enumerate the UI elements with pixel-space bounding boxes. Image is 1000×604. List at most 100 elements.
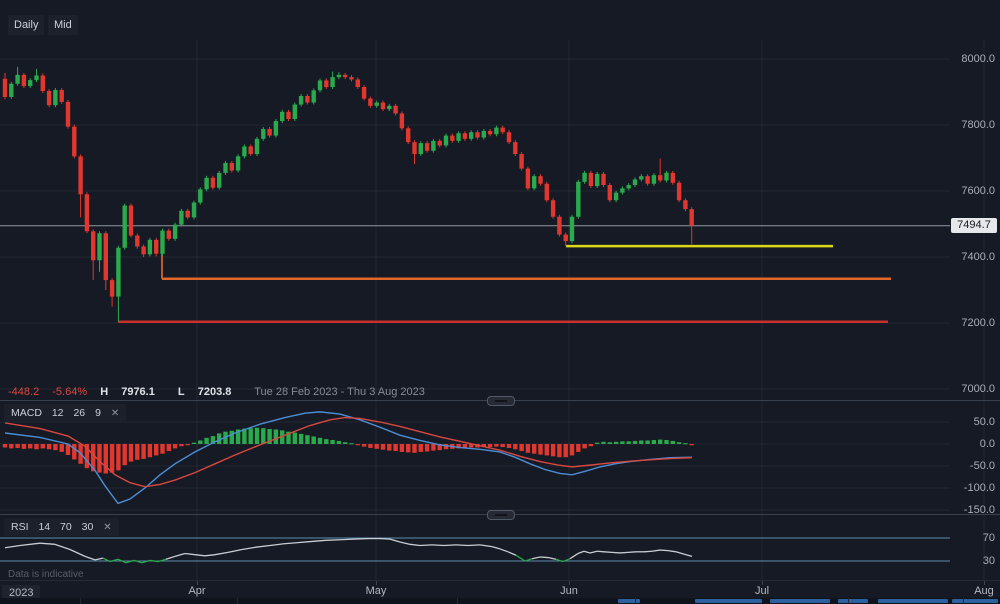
candle-body [664,172,669,181]
rsi-line-segment [84,555,96,561]
minimap-separator [635,598,636,604]
macd-histogram-bar [513,444,518,450]
rsi-legend[interactable]: RSI 14 70 30 ✕ [4,518,119,536]
candle-body [223,162,228,173]
candle-body [28,80,33,87]
macd-histogram-bar [418,444,423,452]
macd-histogram-bar [349,443,354,445]
macd-histogram-bar [380,444,386,450]
macd-histogram-bar [122,444,127,466]
macd-legend[interactable]: MACD 12 26 9 ✕ [4,404,127,422]
rsi-panel-resize-handle[interactable] [487,510,515,520]
candle-body [40,75,45,92]
candle-body [324,80,329,88]
candle-body [147,239,153,255]
candle-body [97,233,102,261]
rsi-line-segment [431,544,445,547]
candle-body [550,200,556,217]
candle-body [217,172,222,188]
rsi-line-segment [4,544,21,549]
candle-body [84,194,90,232]
rsi-line-segment [255,544,271,548]
macd-histogram-bar [166,444,171,452]
rsi-line-segment [455,544,469,547]
macd-histogram-bar [185,444,190,446]
rsi-line-segment [94,557,104,561]
rsi-line-segment [141,559,151,564]
price-type-button[interactable]: Mid [48,15,78,35]
macd-histogram-bar [311,436,316,444]
rsi-line-segment [643,550,653,553]
macd-histogram-bar [91,444,96,472]
macd-histogram-bar [361,444,367,447]
high-value: H 7976.1 [100,386,155,398]
time-tick-mark [984,581,985,585]
macd-histogram-bar [525,444,531,453]
macd-histogram-bar [500,444,505,448]
macd-histogram-bar [286,431,291,444]
macd-histogram-bar [109,444,115,473]
rsi-line-segment [419,544,433,547]
timeframe-button[interactable]: Daily [8,15,45,35]
macd-histogram-bar [242,428,247,444]
macd-histogram-bar [550,444,556,457]
macd-panel-resize-handle[interactable] [487,396,515,406]
candle-body [135,235,140,247]
rsi-line-segment [583,550,591,554]
macd-histogram-bar [147,444,153,458]
rsi-param-oversold: 30 [81,521,94,533]
macd-histogram-bar [532,444,537,454]
macd-histogram-bar [273,429,279,444]
minimap-segment [838,599,868,603]
candle-body [317,80,323,91]
candle-body [103,233,108,281]
macd-histogram-bar [538,444,543,455]
macd-histogram-bar [210,436,216,444]
candle-body [59,90,64,102]
macd-histogram-bar [620,441,625,444]
candle-body [15,74,20,84]
candle-body [576,181,581,217]
minimap-separator [457,598,458,604]
macd-histogram-bar [387,444,392,451]
macd-histogram-bar [481,444,486,448]
macd-histogram-bar [254,427,260,444]
candle-body [160,230,165,254]
candle-body [437,140,442,146]
candle-body [651,175,657,184]
candle-body [305,95,310,103]
macd-histogram-bar [116,444,121,471]
macd-histogram-bar [569,444,575,456]
candle-body [330,77,335,88]
macd-histogram-bar [217,433,222,444]
candle-body [683,200,688,210]
time-tick-label: May [365,585,387,597]
rsi-line-segment [683,553,693,558]
macd-histogram-bar [198,440,203,444]
low-value: L 7203.8 [177,386,232,398]
rsi-name: RSI [11,521,29,533]
price-tick-label: 7800.0 [961,118,995,131]
macd-histogram-bar [431,444,436,451]
candle-body [65,101,71,127]
macd-close-icon[interactable]: ✕ [110,408,120,419]
rsi-line-segment [339,538,355,541]
minimap-separator [848,598,849,604]
candle-body [141,246,146,255]
macd-histogram-bar [639,440,644,444]
macd-histogram-bar [658,439,663,444]
rsi-line-segment [399,541,411,545]
rsi-close-icon[interactable]: ✕ [103,522,112,533]
chart-minimap-strip[interactable] [0,598,1000,604]
macd-histogram-bar [229,430,234,444]
candle-body [336,74,342,78]
macd-histogram-bar [393,444,398,452]
macd-histogram-bar [645,440,650,444]
macd-histogram-bar [15,444,20,448]
macd-histogram-bar [135,444,140,460]
macd-tick-label: -50.0 [969,459,995,472]
macd-histogram-bar [683,443,688,445]
macd-histogram-bar [576,444,581,452]
